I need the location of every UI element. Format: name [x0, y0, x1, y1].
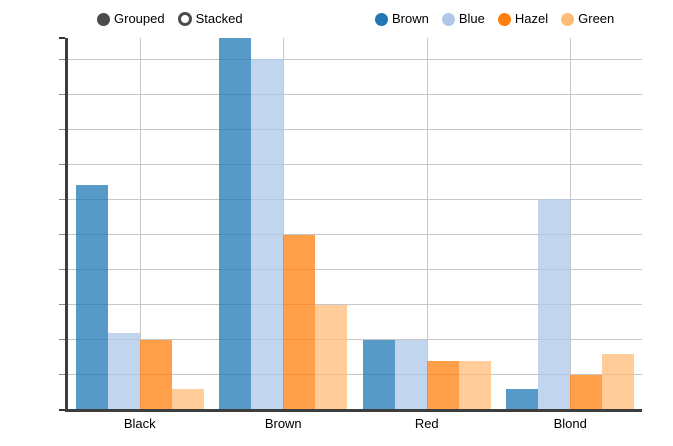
- h-gridline: [68, 269, 642, 271]
- x-axis-label-red: Red: [414, 416, 439, 431]
- x-axis-label-black: Black: [123, 416, 156, 431]
- h-gridline: [68, 374, 642, 376]
- legend-dot-icon[interactable]: [497, 12, 511, 26]
- legend-label[interactable]: Green: [578, 11, 615, 26]
- legend-label[interactable]: Hazel: [514, 11, 549, 26]
- mode-option-grouped[interactable]: Grouped: [97, 11, 165, 27]
- bar-blond-blue[interactable]: [538, 199, 571, 410]
- y-tick-mark: [59, 198, 65, 200]
- v-gridline: [139, 38, 141, 410]
- h-gridline: [68, 93, 642, 95]
- bar-brown-brown[interactable]: [219, 38, 252, 410]
- legend-dot-icon[interactable]: [441, 12, 455, 26]
- bar-black-blue[interactable]: [107, 332, 140, 410]
- legend-label[interactable]: Blue: [458, 11, 485, 26]
- legend-item-brown[interactable]: Brown: [375, 11, 429, 27]
- bar-blond-hazel[interactable]: [570, 374, 603, 410]
- mode-option-label[interactable]: Grouped: [114, 11, 165, 26]
- x-axis-line: [65, 409, 642, 412]
- bar-red-brown[interactable]: [362, 339, 395, 410]
- legend-item-blue[interactable]: Blue: [441, 11, 485, 27]
- bar-black-green[interactable]: [171, 388, 204, 410]
- y-tick-mark: [59, 304, 65, 306]
- bar-brown-hazel[interactable]: [283, 234, 316, 410]
- h-gridline: [68, 198, 642, 200]
- chart-mode-controls: Grouped Stacked: [97, 11, 243, 27]
- y-tick-mark: [59, 93, 65, 95]
- y-tick-mark: [59, 37, 65, 39]
- legend-label[interactable]: Brown: [392, 11, 429, 26]
- mode-option-label[interactable]: Stacked: [195, 11, 243, 26]
- mode-option-stacked[interactable]: Stacked: [177, 11, 243, 27]
- v-gridline: [426, 38, 428, 410]
- x-axis-label-brown: Brown: [264, 416, 302, 431]
- legend-dot-icon[interactable]: [561, 12, 575, 26]
- y-tick-mark: [59, 374, 65, 376]
- legend-item-hazel[interactable]: Hazel: [497, 11, 549, 27]
- bar-brown-green[interactable]: [315, 304, 348, 410]
- y-tick-mark: [59, 163, 65, 165]
- y-tick-mark: [59, 128, 65, 130]
- v-gridline: [570, 38, 572, 410]
- legend-dot-icon[interactable]: [375, 12, 388, 26]
- y-tick-mark: [59, 269, 65, 271]
- bar-red-hazel[interactable]: [426, 360, 459, 410]
- h-gridline: [68, 234, 642, 236]
- stacked-radio-icon[interactable]: [177, 12, 192, 26]
- y-tick-mark: [59, 339, 65, 341]
- h-gridline: [68, 58, 642, 60]
- x-axis-label-blond: Blond: [553, 416, 587, 431]
- bar-red-green[interactable]: [458, 360, 491, 410]
- y-tick-mark: [59, 409, 65, 411]
- y-tick-mark: [59, 234, 65, 236]
- h-gridline: [68, 339, 642, 341]
- bar-black-brown[interactable]: [75, 185, 108, 410]
- y-tick-mark: [59, 58, 65, 60]
- v-gridline: [283, 38, 285, 410]
- grouped-radio-selected-icon[interactable]: [97, 12, 110, 26]
- bar-brown-blue[interactable]: [251, 59, 284, 410]
- h-gridline: [68, 128, 642, 130]
- bar-blond-green[interactable]: [602, 353, 635, 410]
- h-gridline: [68, 163, 642, 165]
- h-gridline: [68, 304, 642, 306]
- legend: Brown Blue Hazel Green: [375, 11, 614, 27]
- y-axis-line: [65, 38, 68, 412]
- legend-item-green[interactable]: Green: [561, 11, 614, 27]
- bar-blond-brown[interactable]: [506, 388, 539, 410]
- bar-black-hazel[interactable]: [139, 339, 172, 410]
- bar-red-blue[interactable]: [394, 339, 427, 410]
